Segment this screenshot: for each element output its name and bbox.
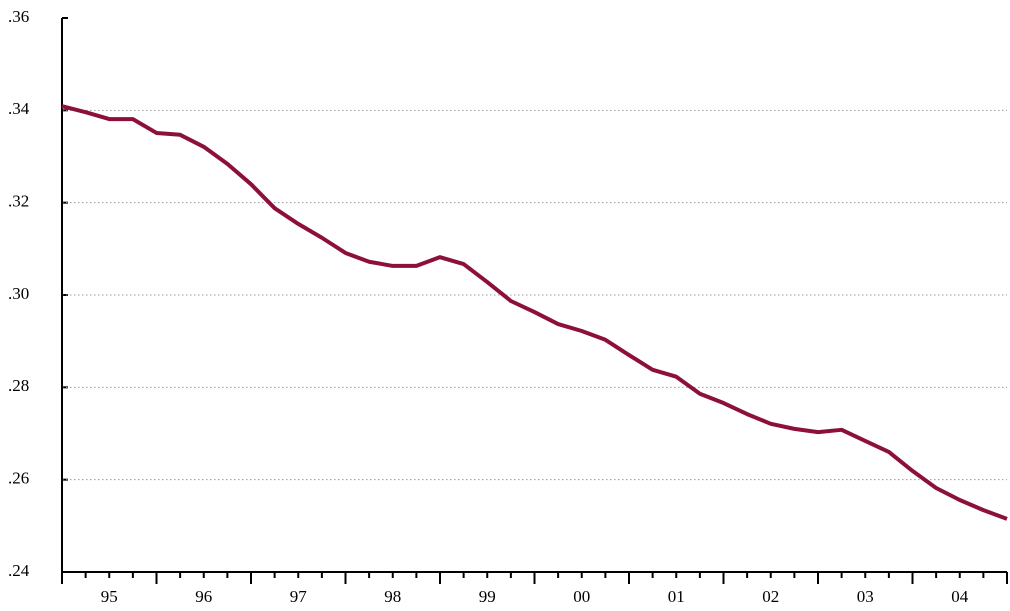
x-tick-label: 04 [951, 587, 969, 606]
y-tick-label: .28 [8, 376, 29, 395]
series-line [61, 104, 1008, 521]
y-tick-label: .24 [8, 561, 30, 580]
x-tick-label: 97 [290, 587, 308, 606]
y-tick-label: .26 [8, 469, 29, 488]
x-tick-label: 96 [195, 587, 212, 606]
y-tick-label: .30 [8, 284, 29, 303]
y-tick-label: .36 [8, 7, 29, 26]
y-tick-label: .34 [8, 99, 30, 118]
x-tick-label: 03 [857, 587, 874, 606]
x-tick-label: 95 [101, 587, 118, 606]
x-tick-label: 01 [668, 587, 685, 606]
x-tick-label: 02 [762, 587, 779, 606]
y-tick-label: .32 [8, 192, 29, 211]
x-tick-label: 99 [479, 587, 496, 606]
x-tick-label: 98 [384, 587, 401, 606]
x-tick-label: 00 [573, 587, 590, 606]
